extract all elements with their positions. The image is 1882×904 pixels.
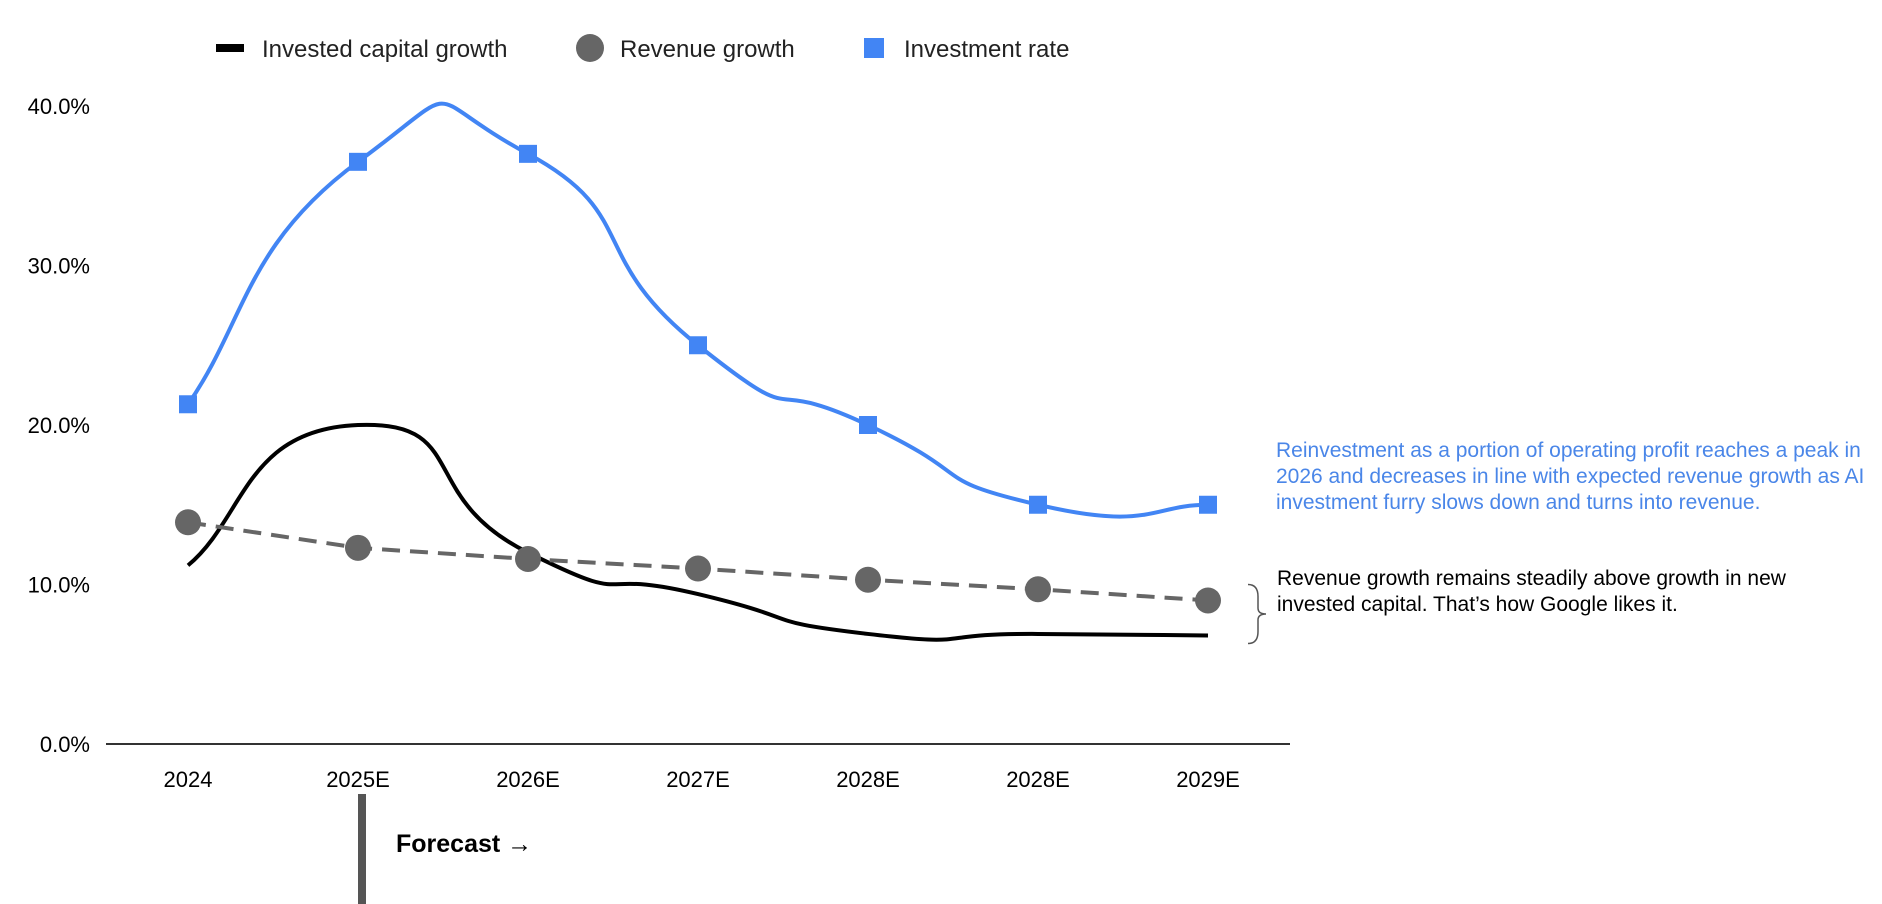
revenue-growth-point [1195,587,1221,614]
legend-label: Revenue growth [620,36,795,63]
revenue-growth-point [175,509,201,536]
revenue-growth-point [855,566,881,593]
legend-line-icon [216,44,244,52]
legend: Invested capital growth Revenue growth Inv… [216,34,1069,63]
legend-square-icon [864,38,884,58]
revenue-growth-point [685,555,711,582]
annotation-revenue-growth: Revenue growth remains steadily above gr… [1277,567,1786,616]
investment-rate-point [859,416,877,434]
forecast-marker-bar [358,794,366,904]
x-tick-label: 2025E [326,767,390,792]
y-tick-label: 0.0% [40,732,90,757]
annotation-investment-rate: Reinvestment as a portion of operating p… [1276,439,1865,514]
investment-rate-point [1199,495,1217,514]
forecast-label: Forecast → [396,830,533,858]
x-tick-label: 2026E [496,767,560,792]
investment-rate-point [349,152,367,171]
legend-label: Investment rate [904,36,1069,63]
investment-rate-point [179,395,197,414]
investment-rate-point [1029,495,1047,514]
x-tick-label: 2027E [666,767,730,792]
y-tick-label: 10.0% [28,573,90,598]
x-tick-label: 2029E [1176,767,1240,792]
x-tick-label: 2028E [1006,767,1070,792]
y-tick-label: 30.0% [28,254,90,279]
revenue-growth-point [515,545,541,572]
revenue-growth-point [1025,576,1051,603]
y-tick-label: 40.0% [28,94,90,119]
legend-label: Invested capital growth [262,36,507,63]
revenue-growth-point [345,534,371,561]
investment-rate-point [519,144,537,163]
x-tick-label: 2028E [836,767,900,792]
brace-icon [1247,583,1267,645]
investment-rate-point [689,336,707,355]
legend-circle-icon [576,34,604,62]
x-tick-label: 2024 [164,767,213,792]
invested-capital-growth-line [186,422,1209,642]
y-tick-label: 20.0% [28,413,90,438]
investment-rate-line [186,101,1209,519]
